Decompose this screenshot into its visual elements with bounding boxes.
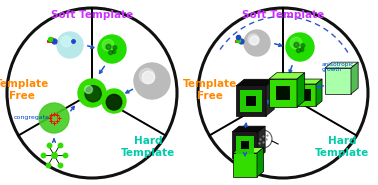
Text: congregate: congregate [14, 115, 50, 120]
Polygon shape [269, 79, 297, 107]
Polygon shape [269, 73, 305, 79]
Circle shape [78, 79, 106, 107]
Circle shape [106, 44, 111, 49]
Circle shape [85, 86, 101, 102]
Polygon shape [297, 73, 305, 107]
Polygon shape [236, 79, 274, 86]
Polygon shape [233, 148, 263, 153]
Polygon shape [232, 132, 258, 158]
Circle shape [248, 34, 259, 45]
Polygon shape [266, 79, 274, 116]
Circle shape [301, 48, 304, 51]
Polygon shape [236, 86, 266, 116]
Polygon shape [316, 79, 322, 106]
Circle shape [57, 32, 83, 58]
Text: Hard
Template: Hard Template [121, 136, 175, 158]
Circle shape [102, 89, 126, 113]
Circle shape [244, 30, 270, 56]
Polygon shape [257, 148, 263, 177]
Polygon shape [325, 68, 351, 94]
Circle shape [39, 103, 69, 133]
Text: Soft Template: Soft Template [51, 10, 133, 20]
Circle shape [112, 50, 116, 53]
Polygon shape [233, 153, 257, 177]
Text: anisotropic
growth: anisotropic growth [322, 62, 355, 72]
Circle shape [108, 50, 113, 55]
Text: Hard
Template: Hard Template [315, 136, 369, 158]
Circle shape [294, 42, 299, 47]
Circle shape [134, 63, 170, 99]
Polygon shape [299, 89, 311, 101]
Circle shape [142, 71, 155, 84]
Circle shape [98, 35, 126, 63]
Text: Template
Free: Template Free [183, 79, 237, 101]
Circle shape [61, 36, 72, 47]
Polygon shape [258, 126, 265, 158]
Circle shape [139, 68, 155, 83]
Circle shape [102, 39, 114, 51]
Polygon shape [241, 141, 249, 149]
Text: Template
Free: Template Free [0, 79, 49, 101]
Circle shape [250, 36, 259, 45]
Circle shape [113, 46, 117, 50]
Text: Soft Template: Soft Template [242, 10, 324, 20]
Polygon shape [351, 62, 358, 94]
Circle shape [106, 94, 122, 110]
Polygon shape [240, 90, 262, 112]
Polygon shape [325, 62, 358, 68]
Circle shape [301, 44, 305, 48]
Polygon shape [276, 86, 290, 100]
Polygon shape [294, 84, 316, 106]
Polygon shape [235, 136, 254, 154]
Polygon shape [232, 126, 265, 132]
Circle shape [290, 37, 302, 49]
Circle shape [296, 48, 301, 53]
Circle shape [286, 33, 314, 61]
Polygon shape [246, 96, 256, 106]
Polygon shape [294, 79, 322, 84]
Circle shape [85, 86, 92, 93]
